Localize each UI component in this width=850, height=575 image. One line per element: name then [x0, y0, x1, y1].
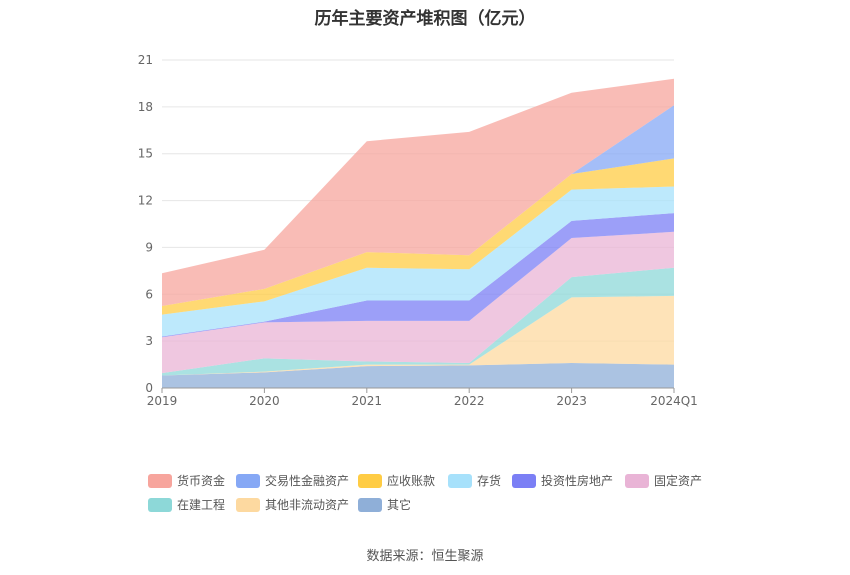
data-source: 数据来源：恒生聚源	[366, 549, 484, 564]
legend-swatch	[236, 497, 260, 512]
legend-label: 固定资产	[654, 474, 703, 488]
legend-swatch	[236, 473, 260, 488]
x-tick-label: 2021	[352, 394, 383, 408]
chart-title: 历年主要资产堆积图（亿元）	[314, 9, 536, 29]
y-tick-label: 12	[138, 194, 153, 208]
legend-label: 其他非流动资产	[265, 498, 350, 512]
area-series-2	[162, 267, 674, 376]
legend-swatch	[448, 473, 472, 488]
legend-item[interactable]: 固定资产	[625, 472, 702, 489]
legend-swatch	[148, 497, 172, 512]
legend-item[interactable]: 货币资金	[148, 472, 225, 489]
y-tick-label: 18	[138, 100, 153, 114]
legend-item[interactable]: 在建工程	[148, 496, 225, 513]
legend-label: 货币资金	[177, 474, 226, 488]
x-tick-label: 2024Q1	[650, 394, 698, 408]
legend-item[interactable]: 其它	[358, 496, 411, 513]
area-series-3	[162, 231, 674, 374]
axes: 0 3 6 9 12 15 18 21 2019 2020 2021 2022 2023 2024Q1	[138, 53, 698, 408]
legend-swatch	[512, 473, 536, 488]
area-series-0	[162, 363, 674, 388]
y-tick-label: 21	[138, 53, 153, 67]
y-tick-label: 3	[145, 334, 153, 348]
x-tick-label: 2022	[454, 394, 485, 408]
y-tick-label: 6	[145, 287, 153, 301]
area-series-4	[162, 213, 674, 338]
x-tick-label: 2020	[249, 394, 280, 408]
x-tick-label: 2019	[147, 394, 178, 408]
legend-label: 其它	[387, 498, 412, 512]
y-tick-label: 0	[145, 381, 153, 395]
legend-label: 应收账款	[387, 474, 436, 488]
legend-swatch	[358, 473, 382, 488]
legend-item[interactable]: 交易性金融资产	[236, 472, 349, 489]
legend-swatch	[148, 473, 172, 488]
area-series-5	[162, 186, 674, 337]
legend-label: 存货	[477, 474, 502, 488]
legend-label: 交易性金融资产	[265, 474, 350, 488]
y-tick-label: 9	[145, 240, 153, 254]
area-series-6	[162, 158, 674, 315]
legend-swatch	[358, 497, 382, 512]
legend-label: 在建工程	[177, 498, 226, 512]
area-series-1	[162, 295, 674, 376]
legend-item[interactable]: 存货	[448, 472, 501, 489]
legend-label: 投资性房地产	[541, 474, 614, 488]
legend-item[interactable]: 投资性房地产	[512, 472, 613, 489]
legend-item[interactable]: 其他非流动资产	[236, 496, 349, 513]
legend-swatch	[625, 473, 649, 488]
area-series-8	[162, 78, 674, 306]
area-series	[162, 78, 674, 388]
x-tick-label: 2023	[556, 394, 587, 408]
y-tick-label: 15	[138, 147, 153, 161]
legend-item[interactable]: 应收账款	[358, 472, 435, 489]
